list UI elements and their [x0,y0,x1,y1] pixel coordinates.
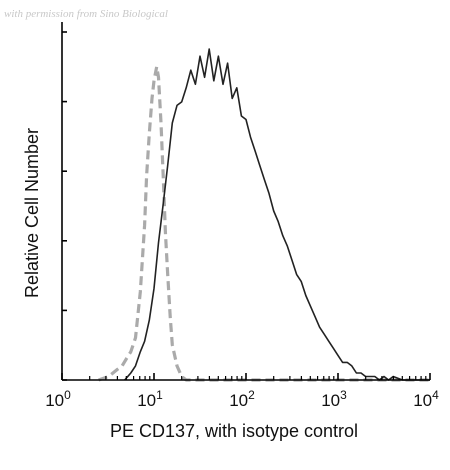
isotype-control-curve [98,65,430,382]
x-tick-label: 103 [321,388,347,410]
axes: 100 101 102 103 104 [45,22,439,410]
plot-area [98,48,430,382]
watermark: with permission from Sino Biological [4,8,168,20]
x-tick-label: 102 [229,388,255,410]
x-tick-label: 104 [413,388,439,410]
x-axis-title: PE CD137, with isotype control [110,421,358,441]
x-tick-label: 100 [45,388,71,410]
y-axis-title: Relative Cell Number [22,128,42,298]
x-tick-label: 101 [137,388,163,410]
y-ticks [62,31,67,381]
x-ticks: 100 101 102 103 104 [45,373,439,410]
cd137-curve [124,48,430,381]
